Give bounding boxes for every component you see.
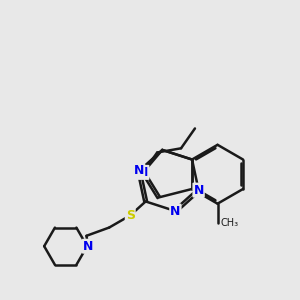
Text: N: N: [194, 184, 204, 196]
Text: S: S: [126, 209, 135, 222]
Text: CH₃: CH₃: [220, 218, 238, 228]
Text: N: N: [138, 166, 148, 179]
Text: N: N: [170, 205, 181, 218]
Text: N: N: [134, 164, 144, 177]
Text: N: N: [83, 240, 93, 253]
